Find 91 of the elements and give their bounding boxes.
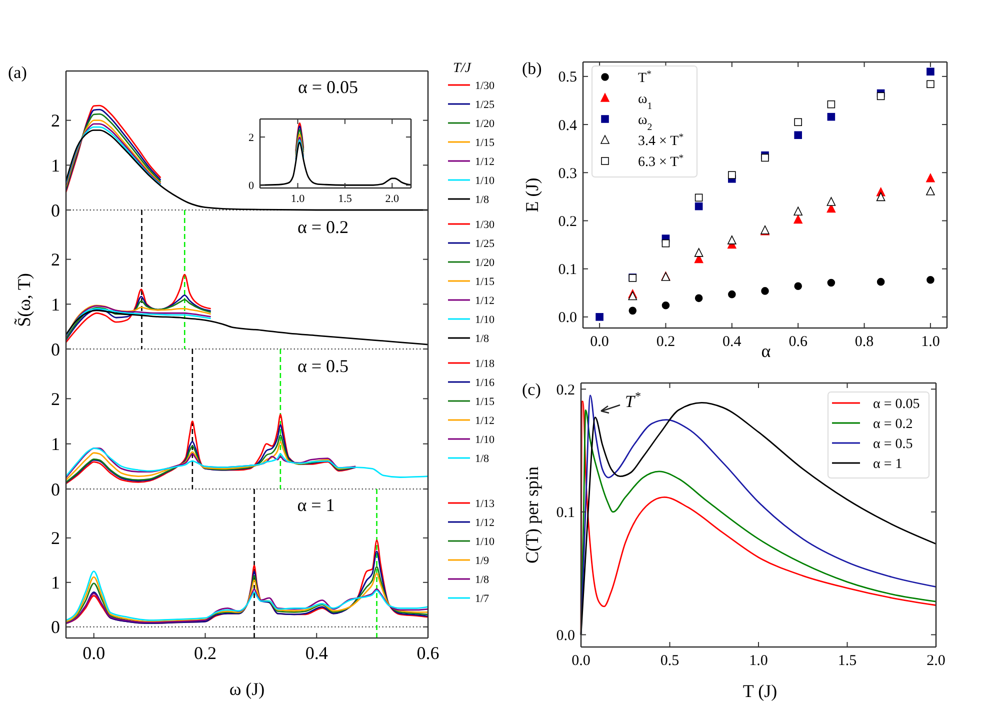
x-tick-label: 0.8 (854, 334, 874, 350)
x-tick-label: 0.5 (660, 653, 680, 669)
annotation: α = 0.5 (297, 356, 349, 376)
annotation: α = 0.05 (298, 77, 358, 97)
y-tick-label: 0.5 (558, 70, 577, 86)
legend-label: 1/8 (475, 574, 490, 586)
legend-label: α = 0.5 (873, 436, 913, 452)
y-tick-label: 0 (51, 200, 60, 220)
y-tick-label: 2 (51, 388, 60, 409)
y-tick-label: 0 (248, 180, 254, 192)
x-axis-title: ω (J) (229, 679, 265, 699)
legend-label: 1/12 (475, 516, 495, 529)
y-tick-label: 2 (51, 528, 60, 548)
legend-label: 1/7 (475, 592, 490, 605)
legend-title: T/J (453, 61, 472, 76)
x-tick-label: 1.0 (290, 193, 306, 205)
legend-label: 1/15 (475, 396, 496, 408)
y-tick-label: 0.1 (556, 505, 575, 522)
legend-label: α = 1 (873, 456, 902, 472)
y-tick-label: 2 (248, 132, 254, 144)
y-tick-label: 0.2 (556, 382, 575, 398)
x-tick-label: 0.2 (194, 643, 216, 663)
legend-label: 1/12 (475, 294, 495, 307)
legend-label: 1/12 (475, 414, 495, 427)
legend-label: 1/20 (475, 118, 496, 130)
y-tick-label: 0.1 (558, 262, 577, 278)
legend-label: 1/12 (475, 156, 495, 168)
text: (c) (522, 380, 541, 399)
y-tick-label: 0.3 (558, 166, 577, 182)
x-tick-label: 0.2 (656, 334, 676, 350)
annotation: α = 0.2 (297, 217, 349, 237)
legend-label: 1/20 (475, 256, 496, 269)
y-tick-label: 0.4 (558, 118, 578, 134)
y-tick-label: 0 (51, 617, 60, 638)
y-tick-label: 2 (51, 110, 60, 131)
x-tick-label: 0.0 (82, 643, 106, 663)
y-tick-label: 0.2 (558, 214, 577, 230)
x-axis-title: α (761, 341, 772, 361)
legend-label: 1/10 (475, 434, 496, 446)
x-tick-label: 0.6 (788, 334, 808, 350)
x-tick-label: 2.0 (926, 653, 946, 669)
x-tick-label: 1.0 (749, 653, 768, 669)
legend-label: 1/16 (475, 376, 496, 389)
legend-label: 1/30 (475, 218, 496, 231)
legend-label: 1/25 (475, 98, 496, 111)
x-tick-label: 0.4 (722, 334, 742, 350)
legend-label: T$^{*}$ (638, 68, 652, 86)
legend-label: 1/15 (475, 136, 496, 149)
y-axis-title: S̃(ω, T) (13, 273, 34, 327)
x-tick-label: 0.0 (590, 334, 609, 350)
x-tick-label: 1.5 (838, 653, 857, 669)
y-tick-label: 1 (51, 572, 60, 593)
text: (a) (8, 63, 27, 82)
legend-label: 1/10 (475, 314, 496, 326)
y-axis-title: E (J) (522, 178, 542, 212)
y-tick-label: 0.0 (556, 628, 575, 644)
legend-label: 1/18 (475, 358, 496, 370)
legend-label: 1/10 (475, 174, 496, 187)
y-tick-label: 2 (51, 250, 60, 270)
x-tick-label: 1.5 (338, 193, 352, 205)
legend-label: 6.3 × T$^{*}$ (638, 152, 684, 170)
legend-label: 1/10 (475, 536, 496, 548)
y-tick-label: 1 (51, 294, 60, 314)
legend-label: 3.4 × T$^{*}$ (638, 131, 684, 149)
y-tick-label: 1 (51, 434, 60, 454)
legend-label: α = 0.05 (873, 396, 920, 412)
x-tick-label: 0.4 (305, 643, 328, 663)
legend-label: 1/15 (475, 276, 496, 288)
x-axis-title: T (J) (742, 681, 778, 701)
legend-label: 1/8 (475, 452, 490, 465)
y-axis-title: C(T) per spin (522, 466, 542, 564)
legend-label: ω$_{2}$ (638, 112, 652, 132)
x-tick-label: 1.0 (921, 334, 940, 350)
annotation: α = 1 (297, 495, 335, 515)
legend-label: ω$_{1}$ (638, 92, 652, 112)
legend-label: 1/9 (475, 554, 490, 567)
legend-label: 1/13 (475, 498, 496, 510)
annotation: T$^{*}$ (625, 389, 640, 411)
x-tick-label: 2.0 (385, 193, 400, 205)
legend-label: 1/25 (475, 238, 496, 250)
legend-label: 1/8 (475, 332, 490, 345)
y-tick-label: 1 (51, 155, 60, 176)
legend-label: 1/8 (475, 194, 490, 206)
text: (b) (522, 59, 542, 78)
y-tick-label: 0.0 (558, 310, 577, 326)
legend-label: 1/30 (475, 80, 496, 92)
x-tick-label: 0.6 (416, 643, 440, 663)
y-tick-label: 0 (51, 479, 60, 500)
x-tick-label: 0.0 (572, 653, 590, 669)
legend-label: α = 0.2 (873, 416, 913, 432)
y-tick-label: 0 (51, 339, 60, 360)
